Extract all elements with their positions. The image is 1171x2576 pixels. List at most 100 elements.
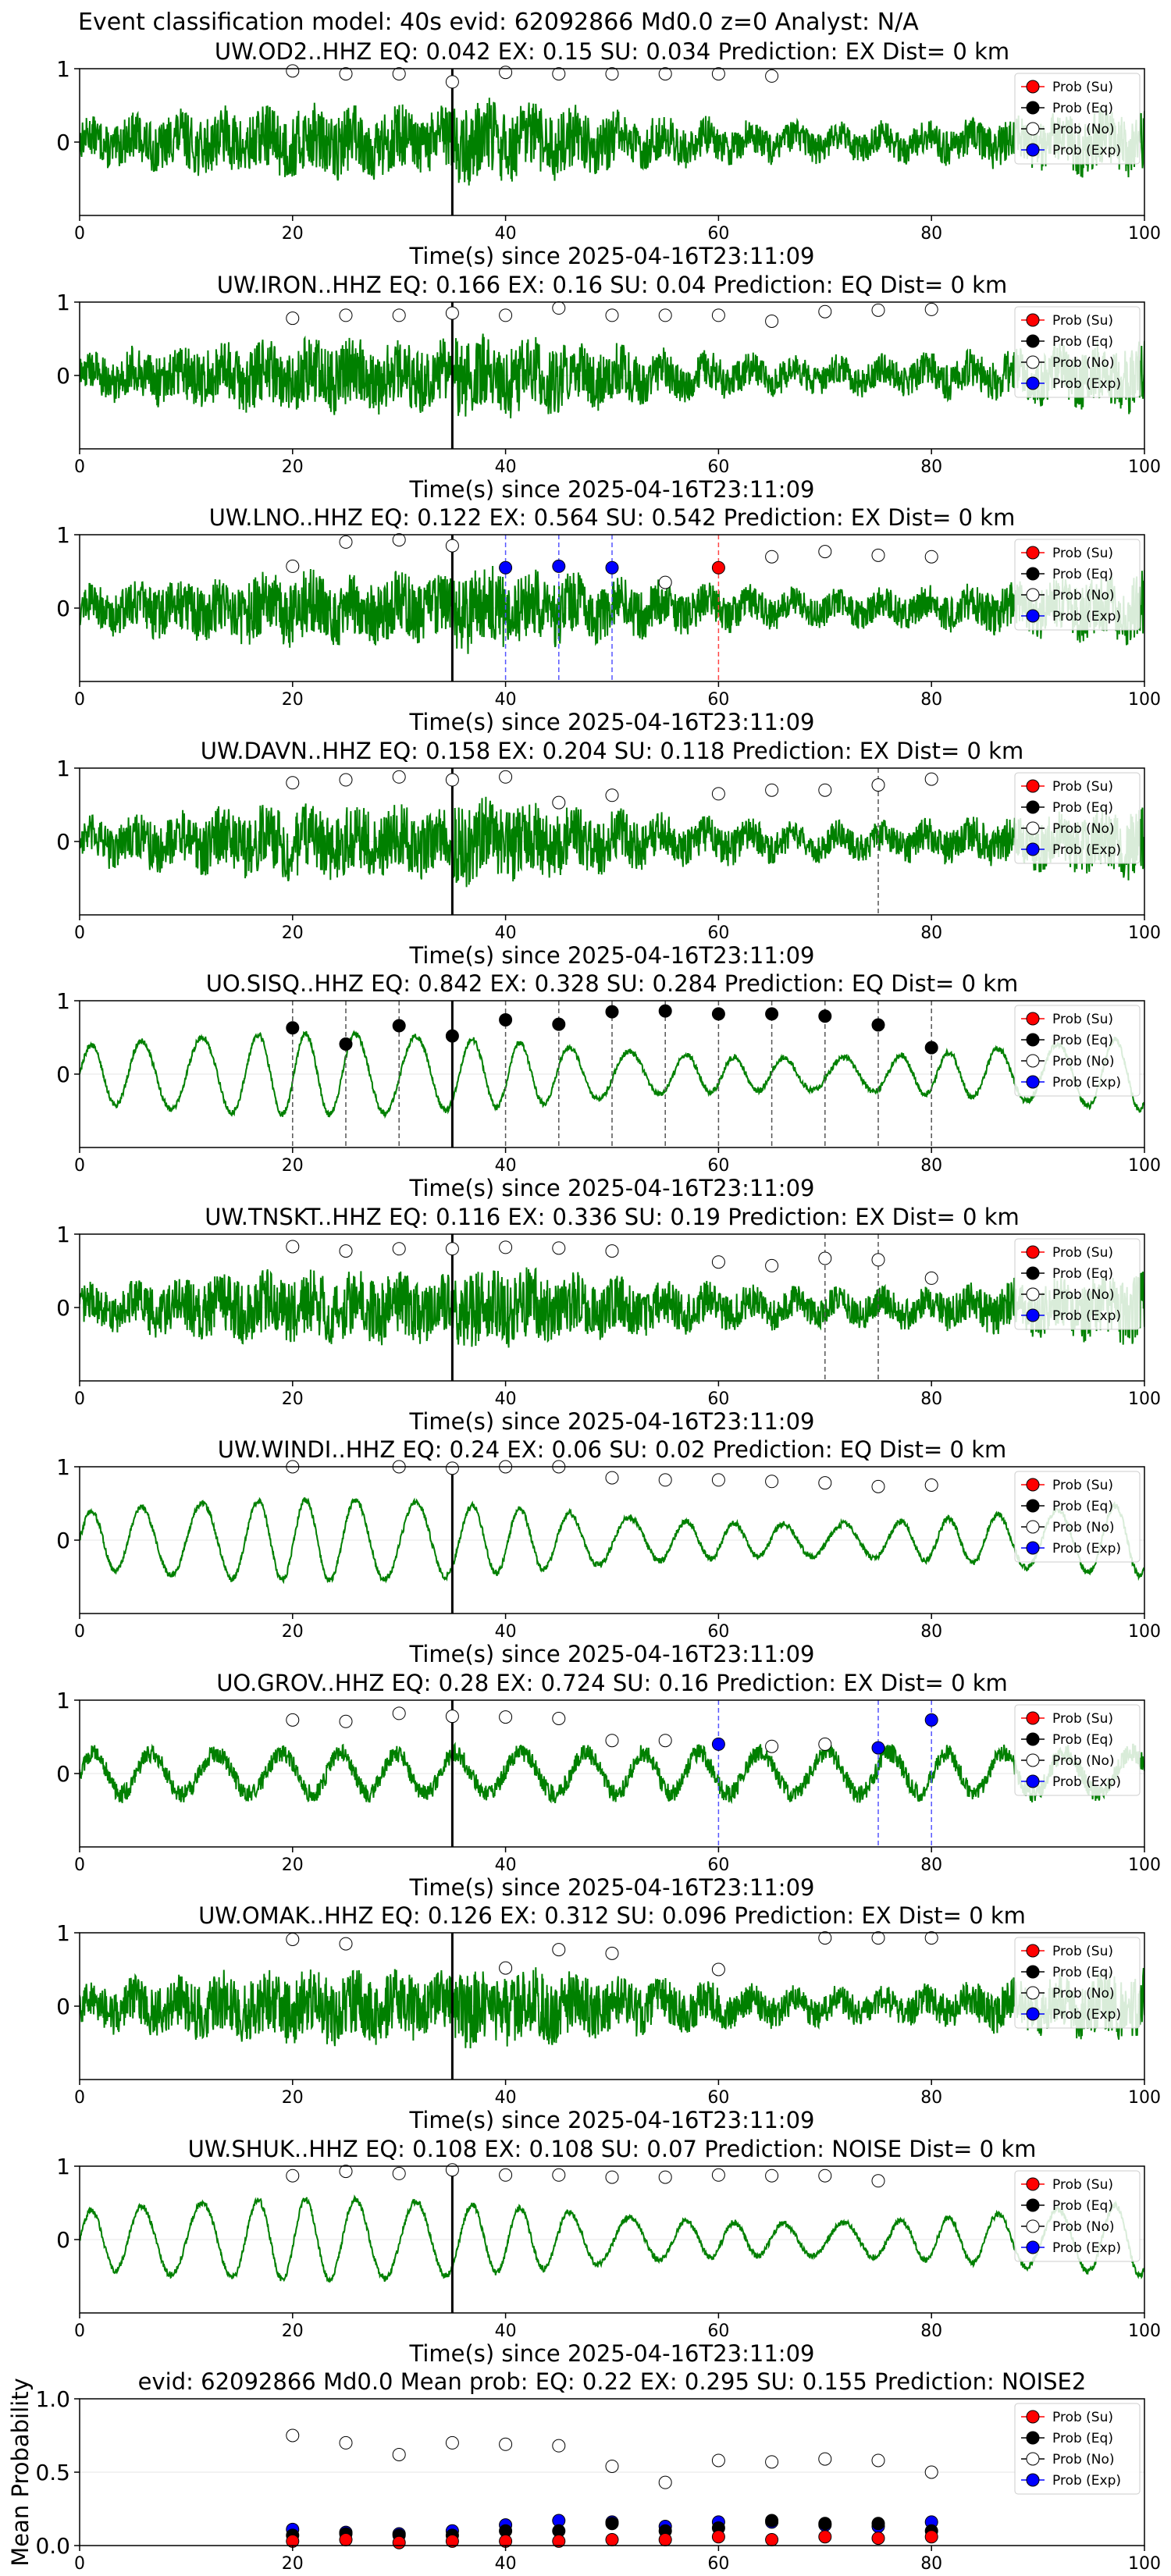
legend-label: Prob (No) [1052,355,1115,371]
prob-point-no [765,2169,779,2183]
prob-point-no [339,1714,353,1728]
x-tick-label: 0 [74,1622,85,1642]
legend-label: Prob (Su) [1052,313,1113,329]
prob-point-no [552,67,566,81]
legend-label: Prob (Eq) [1052,2431,1113,2446]
legend-marker-eq [1026,567,1040,581]
x-tick-label: 60 [707,1856,729,1875]
prob-point-no [286,64,300,78]
prob-point-no [871,1931,885,1945]
waveform-trace [80,1742,1144,1805]
legend-marker-eq [1026,1033,1040,1047]
legend-label: Prob (Su) [1052,779,1113,795]
x-tick-label: 0 [74,457,85,477]
prob-point-no [605,308,619,322]
prob-point-no [445,1710,459,1724]
prob-point-no [658,1734,672,1748]
legend-label: Prob (No) [1052,2219,1115,2235]
prob-point-no [445,75,459,89]
legend-label: Prob (No) [1052,1986,1115,2001]
x-tick-label: 0 [74,1156,85,1176]
x-tick-label: 40 [495,2088,517,2108]
prob-point-no [871,778,885,792]
prob-point-no [445,539,459,553]
legend-marker-eq [1026,2198,1040,2212]
prob-point-no [605,1946,619,1960]
x-tick-label: 60 [707,224,729,244]
prob-point-no [605,1244,619,1258]
prob-point-no [818,1737,832,1751]
x-axis-label: Time(s) since 2025-04-16T23:11:09 [409,243,815,269]
prob-point-no [658,67,672,81]
legend-label: Prob (Exp) [1052,143,1121,158]
waveform-trace [80,1267,1144,1348]
prob-point-no [339,1937,353,1951]
prob-point-no [286,311,300,326]
prob-point-no [445,2163,459,2177]
legend-marker-eq [1026,1266,1040,1280]
legend-marker-su [1026,1245,1040,1259]
prob-point-no [711,67,725,81]
legend-marker-no [1026,1986,1040,2000]
prob-point-no [711,787,725,801]
x-tick-label: 0 [74,923,85,943]
legend-label: Prob (No) [1052,122,1115,137]
x-tick-label: 80 [920,2554,942,2574]
legend-marker-exp [1026,2240,1040,2254]
prob-point-no [286,1932,300,1946]
y-tick-label: 0 [56,596,70,621]
x-tick-label: 40 [495,2554,517,2574]
legend-marker-exp [1026,2007,1040,2021]
x-tick-label: 20 [282,1389,304,1409]
legend-label: Prob (Exp) [1052,376,1121,392]
prob-point-eq [445,1029,459,1043]
prob-point-no [445,773,459,787]
prob-point-no [339,67,353,81]
prob-point-no [339,773,353,787]
x-tick-label: 100 [1128,2088,1161,2108]
prob-point-no [818,304,832,318]
x-tick-label: 60 [707,923,729,943]
prob-point-no [924,2465,938,2479]
legend-marker-no [1026,1054,1040,1068]
prob-point-su [871,2532,885,2546]
x-tick-label: 40 [495,1156,517,1176]
x-tick-label: 20 [282,2088,304,2108]
x-tick-label: 40 [495,457,517,477]
prob-point-eq [658,1004,672,1018]
x-tick-label: 100 [1128,457,1161,477]
legend-marker-no [1026,2219,1040,2233]
y-tick-label: 0.0 [35,2533,70,2559]
legend-box [1014,2170,1141,2262]
legend-marker-exp [1026,609,1040,623]
x-tick-label: 40 [495,923,517,943]
legend: Prob (Su) Prob (Eq) Prob (No) Prob (Exp) [1014,1704,1141,1796]
prob-point-no [499,770,513,784]
prob-point-no [871,1479,885,1493]
legend: Prob (Su) Prob (Eq) Prob (No) Prob (Exp) [1014,539,1141,631]
legend-marker-exp [1026,1541,1040,1555]
subplot-title: UO.GROV..HHZ EQ: 0.28 EX: 0.724 SU: 0.16… [216,1670,1008,1696]
legend-marker-no [1026,1520,1040,1534]
prob-point-no [392,308,406,322]
legend-label: Prob (Su) [1052,1711,1113,1727]
prob-point-no [818,1931,832,1945]
legend-marker-exp [1026,842,1040,856]
x-tick-label: 40 [495,1389,517,1409]
legend-label: Prob (Su) [1052,1478,1113,1493]
legend-marker-su [1026,2177,1040,2191]
prob-point-no [871,303,885,317]
prob-point-no [711,308,725,322]
prob-point-su [552,2534,566,2548]
prob-point-no [711,1255,725,1269]
legend: Prob (Su) Prob (Eq) Prob (No) Prob (Exp) [1014,306,1141,398]
prob-point-eq [711,1007,725,1021]
legend-label: Prob (Exp) [1052,1075,1121,1091]
prob-point-eq [339,1037,353,1051]
subplot: UO.GROV..HHZ EQ: 0.28 EX: 0.724 SU: 0.16… [56,1670,1161,1901]
prob-point-no [286,2428,300,2443]
prob-point-exp [924,1713,938,1727]
subplot: UW.OMAK..HHZ EQ: 0.126 EX: 0.312 SU: 0.0… [56,1902,1161,2133]
legend-marker-no [1026,1753,1040,1767]
prob-point-su [339,2532,353,2546]
